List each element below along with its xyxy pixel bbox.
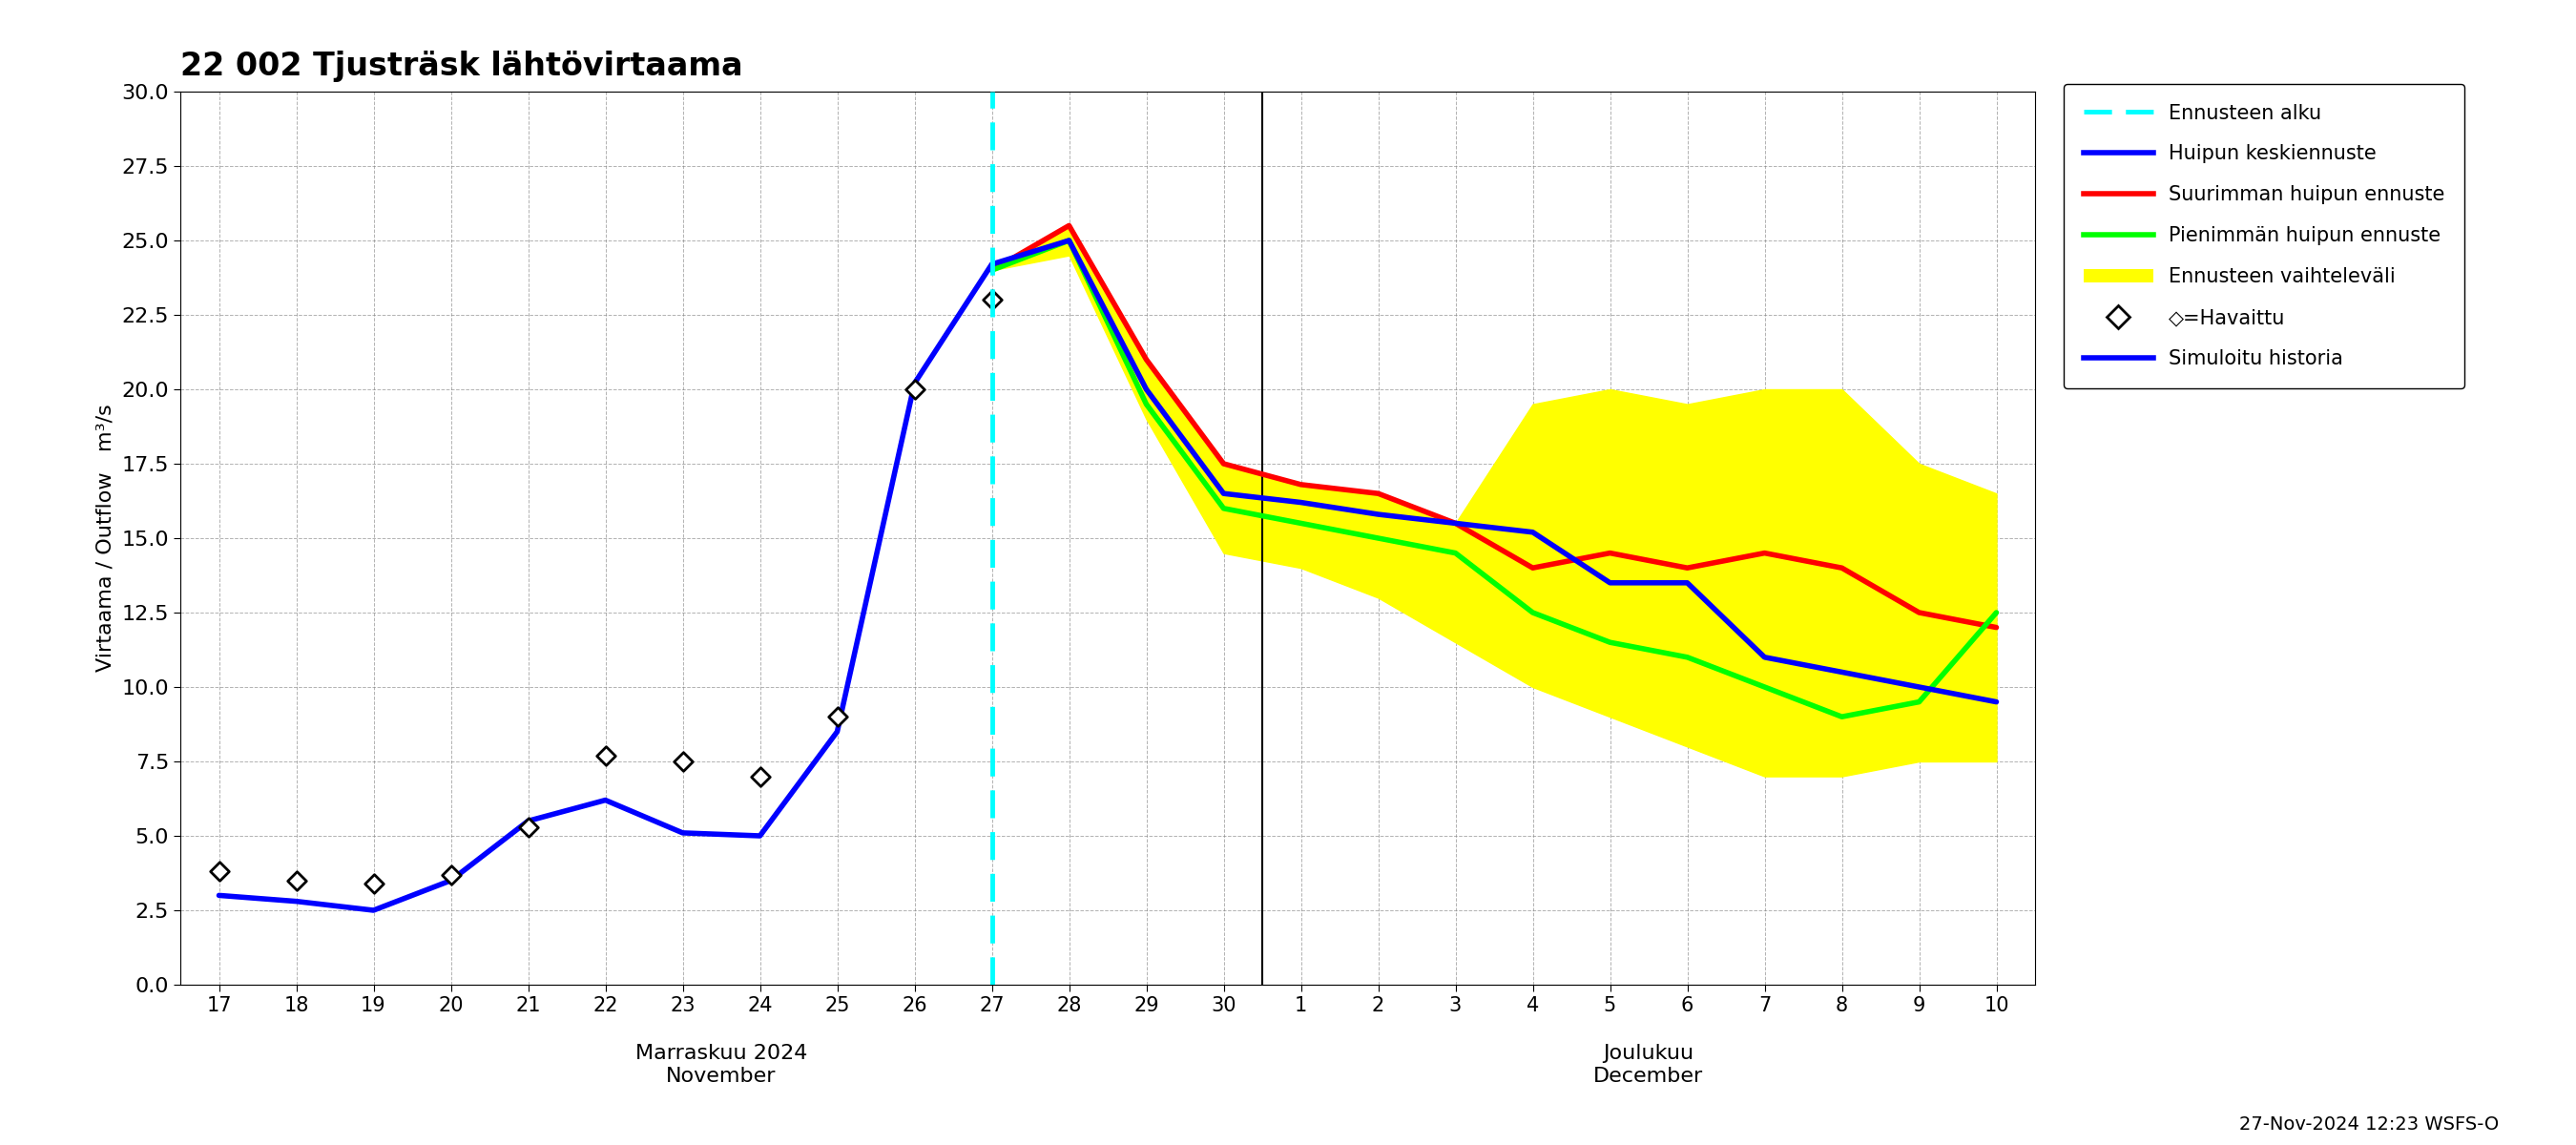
Point	[198, 862, 240, 881]
Point	[894, 380, 935, 398]
Point	[276, 871, 317, 890]
Point	[971, 291, 1012, 309]
Text: 22 002 Tjusträsk lähtövirtaama: 22 002 Tjusträsk lähtövirtaama	[180, 50, 742, 82]
Point	[430, 866, 471, 884]
Point	[585, 747, 626, 765]
Point	[662, 752, 703, 771]
Point	[507, 818, 549, 836]
Point	[817, 708, 858, 726]
Point	[353, 875, 394, 893]
Legend: Ennusteen alku, Huipun keskiennuste, Suurimman huipun ennuste, Pienimmän huipun : Ennusteen alku, Huipun keskiennuste, Suu…	[2063, 84, 2465, 388]
Point	[739, 767, 781, 785]
Y-axis label: Virtaama / Outflow   m³/s: Virtaama / Outflow m³/s	[95, 404, 116, 672]
Text: 27-Nov-2024 12:23 WSFS-O: 27-Nov-2024 12:23 WSFS-O	[2239, 1115, 2499, 1134]
Text: Joulukuu
December: Joulukuu December	[1595, 1044, 1703, 1085]
Text: Marraskuu 2024
November: Marraskuu 2024 November	[636, 1044, 806, 1085]
